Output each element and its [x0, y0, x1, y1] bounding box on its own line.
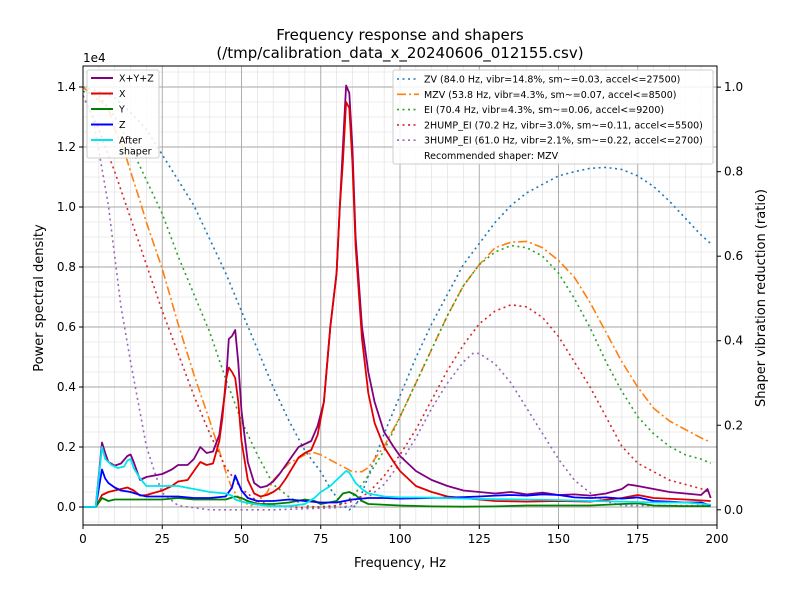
y-tick-label: 1.0	[57, 200, 76, 214]
y-offset-text: 1e4	[83, 51, 106, 65]
x-tick-label: 25	[155, 532, 170, 546]
shaper-legend-label-1: MZV (53.8 Hz, vibr=4.3%, sm~=0.07, accel…	[424, 90, 676, 101]
psd-legend-label-0: X+Y+Z	[119, 74, 154, 85]
x-tick-label: 0	[79, 532, 87, 546]
psd-legend-box	[86, 69, 160, 159]
y-tick-label: 0.4	[57, 380, 76, 394]
y-axis-label: Power spectral density	[32, 224, 47, 372]
y2-tick-label: 0.6	[724, 249, 743, 263]
y-tick-label: 0.8	[57, 260, 76, 274]
chart-title: Frequency response and shapers	[276, 26, 524, 44]
x-tick-label: 50	[234, 532, 249, 546]
x-tick-label: 100	[389, 532, 412, 546]
psd-legend-label-3: Z	[119, 120, 126, 131]
y-tick-label: 0.0	[57, 500, 76, 514]
recommended-shaper-text: Recommended shaper: MZV	[424, 151, 559, 162]
y-tick-label: 1.2	[57, 140, 76, 154]
y2-tick-label: 0.8	[724, 165, 743, 179]
x-tick-label: 125	[468, 532, 491, 546]
shaper-legend-label-3: 2HUMP_EI (70.2 Hz, vibr=3.0%, sm~=0.11, …	[424, 120, 703, 131]
shaper-line-1	[82, 86, 712, 507]
shaper-legend-label-4: 3HUMP_EI (61.0 Hz, vibr=2.1%, sm~=0.22, …	[424, 136, 703, 147]
y-tick-label: 1.4	[57, 80, 76, 94]
psd-legend-label-2: Y	[118, 105, 125, 116]
y-tick-label: 0.6	[57, 320, 76, 334]
y2-tick-label: 0.0	[724, 503, 743, 517]
x-tick-label: 150	[547, 532, 570, 546]
psd-legend-label-4: After	[119, 136, 142, 147]
x-tick-label: 75	[313, 532, 328, 546]
y2-tick-label: 0.4	[724, 334, 743, 348]
y2-tick-label: 0.2	[724, 418, 743, 432]
shaper-line-3	[82, 95, 712, 509]
shaper-curves	[82, 86, 712, 511]
x-tick-label: 200	[706, 532, 729, 546]
shaper-legend-label-2: EI (70.4 Hz, vibr=4.3%, sm~=0.06, accel<…	[424, 105, 664, 116]
shaper-legend-box	[392, 69, 714, 165]
y-tick-label: 0.2	[57, 440, 76, 454]
psd-line-4	[83, 446, 711, 508]
shaper-legend: ZV (84.0 Hz, vibr=14.8%, sm~=0.03, accel…	[392, 69, 714, 165]
x-axis-label: Frequency, Hz	[354, 556, 446, 571]
y2-axis-label: Shaper vibration reduction (ratio)	[754, 189, 769, 407]
ticks: 0 25 50 75 100 125 150 175 200 0.0 0.2 0.4 0.6 0.8 1.0…	[57, 80, 743, 546]
y2-tick-label: 1.0	[724, 80, 743, 94]
psd-line-3	[83, 468, 711, 508]
chart-subtitle: (/tmp/calibration_data_x_20240606_012155…	[216, 44, 583, 63]
shaper-legend-label-0: ZV (84.0 Hz, vibr=14.8%, sm~=0.03, accel…	[424, 75, 680, 86]
psd-legend-label-4: shaper	[119, 147, 152, 158]
x-tick-label: 175	[626, 532, 649, 546]
psd-legend-label-1: X	[119, 89, 126, 100]
shaper-line-4	[82, 95, 711, 511]
psd-curves	[83, 84, 712, 508]
